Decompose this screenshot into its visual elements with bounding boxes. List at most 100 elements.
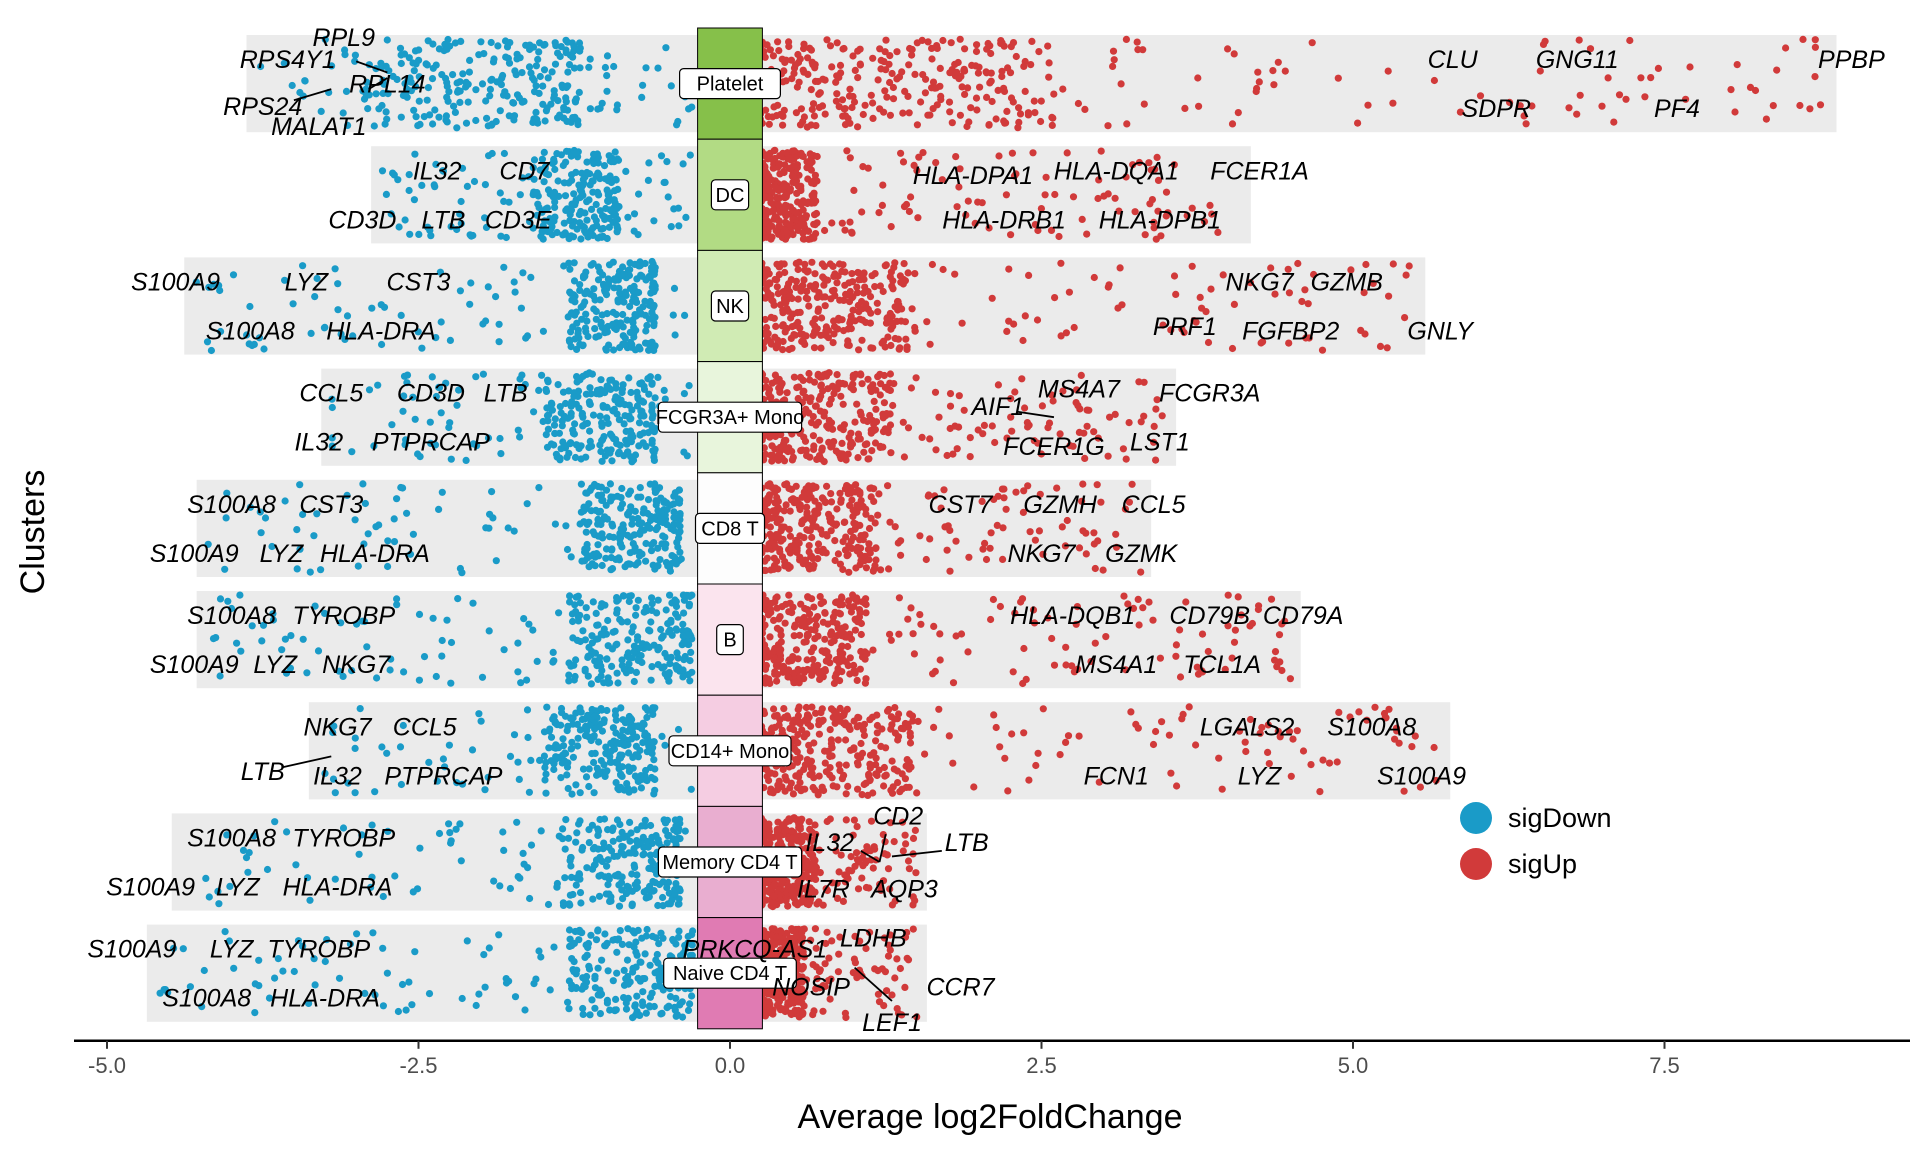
point-sigdown [639,81,647,89]
point-sigdown [550,155,558,163]
point-sigdown [382,108,390,116]
point-sigup [1796,101,1804,110]
point-sigdown [409,888,417,896]
point-sigup [770,554,778,562]
point-sigup [1246,279,1254,287]
point-sigup [1002,191,1011,199]
point-sigdown [538,371,546,379]
point-sigup [1207,285,1215,293]
point-sigdown [395,223,403,231]
point-sigup [1002,505,1010,513]
point-sigdown [626,415,634,423]
point-sigdown [587,205,596,213]
point-sigup [866,764,875,772]
point-sigup [1218,785,1226,793]
point-sigdown [554,381,562,389]
point-sigup [1156,654,1164,662]
point-sigdown [592,609,600,618]
point-sigdown [572,441,581,449]
point-sigup [830,286,838,294]
point-sigup [783,229,791,237]
point-sigdown [631,451,640,459]
point-sigdown [538,208,546,216]
point-sigdown [203,338,212,346]
point-sigup [785,42,793,51]
point-sigup [841,226,849,234]
point-sigup [1806,105,1814,113]
point-sigup [888,282,896,290]
point-sigdown [454,595,462,603]
point-sigdown [582,528,590,536]
point-sigdown [551,165,559,174]
point-sigdown [641,729,649,737]
point-sigdown [664,832,672,840]
point-sigdown [573,319,581,327]
point-sigdown [523,706,532,714]
point-sigdown [565,61,574,69]
point-sigdown [635,442,643,450]
point-sigdown [550,421,559,429]
point-sigup [877,742,885,751]
point-sigdown [648,379,656,387]
point-sigup [810,739,818,747]
point-sigup [1149,740,1158,749]
point-sigdown [605,223,614,231]
point-sigdown [603,655,611,663]
point-sigdown [572,149,580,157]
point-sigup [861,679,870,687]
point-sigdown [576,64,584,72]
point-sigdown [303,669,311,677]
point-sigdown [641,297,649,305]
point-sigup [806,44,814,52]
point-sigdown [556,403,564,411]
point-sigup [1686,63,1694,71]
point-sigup [1034,749,1042,757]
point-sigdown [535,484,543,492]
point-sigup [820,786,828,795]
point-sigup [1316,788,1324,796]
point-sigup [827,630,835,638]
point-sigup [904,615,912,623]
point-sigup [1000,87,1009,95]
point-sigdown [432,334,440,342]
point-sigdown [546,218,554,226]
point-sigdown [348,448,356,456]
point-sigdown [681,311,689,319]
point-sigup [964,197,972,205]
point-sigup [1091,564,1099,573]
point-sigdown [626,487,635,495]
point-sigdown [205,893,213,901]
point-sigup [1026,528,1034,536]
point-sigup [936,656,944,664]
point-sigdown [321,35,329,44]
point-sigdown [472,116,480,125]
point-sigup [812,281,820,289]
point-sigup [831,537,839,545]
point-sigdown [615,762,623,770]
point-sigup [805,302,813,310]
point-sigup [836,560,845,568]
point-sigdown [598,600,606,608]
point-sigup [1009,668,1017,676]
point-sigup [1762,115,1770,123]
point-sigdown [647,676,655,684]
point-sigup [1122,35,1130,44]
point-sigup [1506,98,1514,106]
point-sigdown [586,55,594,63]
point-sigup [762,376,770,385]
point-sigdown [453,225,461,234]
point-sigup [857,630,865,639]
point-sigup [889,401,897,410]
point-sigup [795,258,803,266]
point-sigdown [606,480,615,488]
point-sigup [1731,108,1739,116]
point-sigdown [561,845,569,853]
point-sigdown [447,638,456,647]
point-sigup [771,371,780,379]
point-sigup [990,711,998,719]
point-sigup [1287,772,1295,780]
point-sigdown [515,94,524,102]
point-sigdown [468,746,477,754]
point-sigdown [458,164,467,172]
point-sigup [789,231,797,239]
